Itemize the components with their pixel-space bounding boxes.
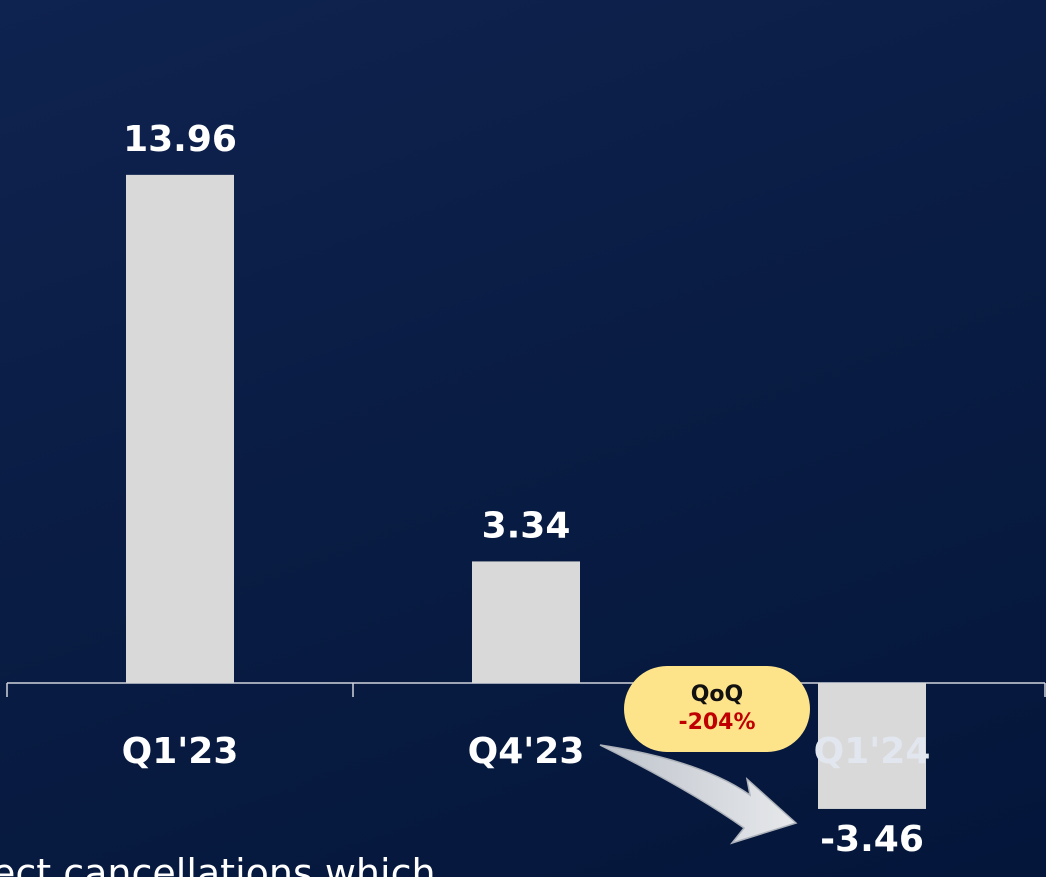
category-label: Q4'23 bbox=[468, 731, 585, 772]
bar bbox=[126, 174, 234, 683]
qoq-change-value: -204% bbox=[678, 710, 756, 735]
bar bbox=[472, 561, 580, 683]
bar-value-label: 3.34 bbox=[482, 505, 571, 546]
qoq-change-badge: QoQ -204% bbox=[624, 666, 810, 752]
qoq-label: QoQ bbox=[690, 682, 744, 707]
bar-value-label: 13.96 bbox=[123, 119, 237, 160]
category-label: Q1'23 bbox=[122, 731, 239, 772]
category-label: Q1'24 bbox=[814, 731, 931, 772]
bar bbox=[818, 683, 926, 809]
footnote-text: ect cancellations which bbox=[0, 851, 436, 877]
trend-arrow bbox=[599, 744, 798, 845]
bar-value-label: -3.46 bbox=[820, 819, 924, 860]
